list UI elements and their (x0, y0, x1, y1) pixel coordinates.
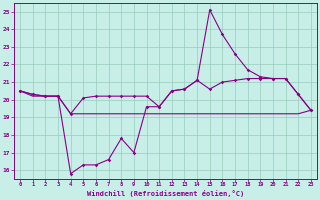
X-axis label: Windchill (Refroidissement éolien,°C): Windchill (Refroidissement éolien,°C) (87, 190, 244, 197)
